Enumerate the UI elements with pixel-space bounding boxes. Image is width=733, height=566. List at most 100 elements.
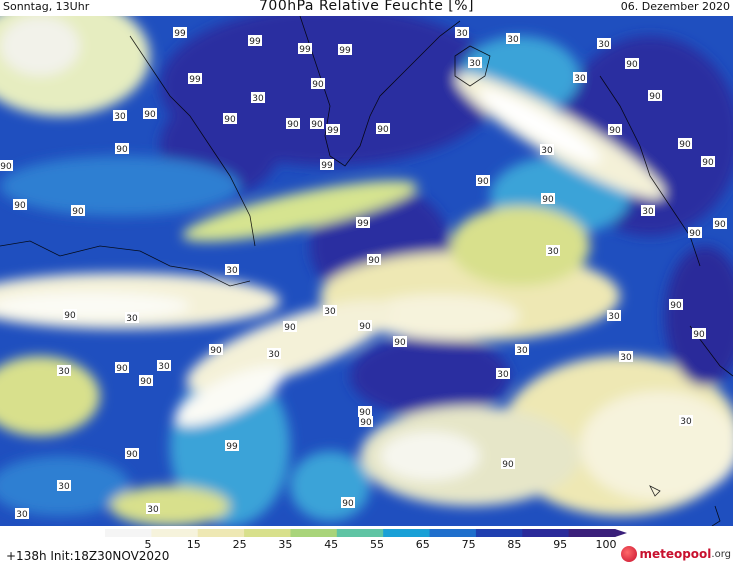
contour-label: 90 [501,458,515,470]
contour-label: 30 [468,57,482,69]
map-footer: 5 15 25 35 45 55 65 75 85 95 100 +138h Init:18Z30N… [0,526,733,566]
svg-text:90: 90 [714,220,726,230]
contour-label: 30 [607,310,621,322]
svg-text:90: 90 [377,125,389,135]
contour-label: 30 [455,27,469,39]
coastlines [0,16,733,526]
contour-label: 90 [476,175,490,187]
svg-text:30: 30 [147,505,159,515]
svg-text:90: 90 [312,80,324,90]
svg-text:90: 90 [0,162,12,172]
colorbar-swatch [383,529,431,537]
svg-text:90: 90 [14,201,26,211]
svg-text:90: 90 [72,207,84,217]
contour-label: 90 [376,123,390,135]
svg-text:90: 90 [144,110,156,120]
svg-text:30: 30 [642,207,654,217]
init-time-label: +138h Init:18Z30NOV2020 [6,549,170,563]
svg-text:90: 90 [359,408,371,418]
svg-text:90: 90 [626,60,638,70]
humidity-field [0,16,733,526]
contour-label: 30 [57,480,71,492]
contour-label: 30 [540,144,554,156]
meteopool-logo: meteopool .org [621,544,731,564]
colorbar-swatch [290,529,338,537]
svg-text:90: 90 [224,115,236,125]
colorbar-swatch [475,529,523,537]
colorbar-swatch [105,529,152,537]
contour-label: 30 [125,312,139,324]
svg-text:90: 90 [116,145,128,155]
svg-text:90: 90 [210,346,222,356]
contour-label: 30 [267,348,281,360]
contour-label: 90 [358,320,372,332]
svg-text:30: 30 [324,307,336,317]
contour-label: 30 [597,38,611,50]
contour-label: 90 [209,344,223,356]
contour-label: 90 [701,156,715,168]
svg-text:30: 30 [620,353,632,363]
svg-text:30: 30 [680,417,692,427]
svg-text:99: 99 [174,29,186,39]
svg-text:30: 30 [58,367,70,377]
contour-label: 99 [338,44,352,56]
svg-text:30: 30 [456,29,468,39]
svg-text:30: 30 [598,40,610,50]
svg-text:30: 30 [547,247,559,257]
svg-text:90: 90 [311,120,323,130]
map-header: Sonntag, 13Uhr 700hPa Relative Feuchte [… [0,0,733,16]
contour-label: 30 [146,503,160,515]
map-title: 700hPa Relative Feuchte [%] [259,0,474,14]
contour-label: 90 [688,227,702,239]
svg-text:99: 99 [249,37,261,47]
svg-text:30: 30 [16,510,28,520]
colorbar-swatch [568,529,616,537]
colorbar: 5 15 25 35 45 55 65 75 85 95 100 [105,529,627,548]
contour-label: 30 [546,245,560,257]
contour-label: 90 [310,118,324,130]
colorbar-arrow-icon [615,529,627,537]
contour-label: 30 [323,305,337,317]
contour-label: 30 [15,508,29,520]
svg-text:30: 30 [608,312,620,322]
svg-text:30: 30 [268,350,280,360]
colorbar-tick-label: 45 [324,538,338,548]
svg-text:99: 99 [226,442,238,452]
svg-text:30: 30 [158,362,170,372]
contour-label: 99 [173,27,187,39]
contour-label: 90 [71,205,85,217]
svg-text:99: 99 [339,46,351,56]
svg-text:90: 90 [649,92,661,102]
contour-label: 90 [648,90,662,102]
svg-text:99: 99 [299,45,311,55]
contour-label: 90 [115,362,129,374]
svg-text:90: 90 [284,323,296,333]
colorbar-swatch [522,529,570,537]
svg-text:90: 90 [670,301,682,311]
colorbar-tick-label: 55 [370,538,384,548]
colorbar-tick-label: 100 [596,538,617,548]
contour-labels: 99 99 99 99 90 30 30 99 90 90 30 90 30 90 99 90 90 99 90 90… [0,27,727,520]
svg-text:30: 30 [516,346,528,356]
contour-label: 90 [125,448,139,460]
contour-label: 90 [669,299,683,311]
svg-text:30: 30 [497,370,509,380]
logo-icon [621,546,638,562]
contour-label: 99 [356,217,370,229]
colorbar-swatch [244,529,291,537]
contour-label: 90 [13,199,27,211]
svg-text:90: 90 [477,177,489,187]
contour-label: 90 [358,406,372,418]
contour-label: 90 [359,416,373,428]
contour-label: 90 [393,336,407,348]
contour-label: 30 [496,368,510,380]
colorbar-tick-label: 65 [416,538,430,548]
svg-text:30: 30 [114,112,126,122]
svg-text:90: 90 [542,195,554,205]
contour-label: 30 [573,72,587,84]
contour-label: 30 [619,351,633,363]
contour-label: 90 [692,328,706,340]
contour-label: 30 [157,360,171,372]
contour-label: 90 [63,309,77,321]
colorbar-tick-label: 75 [462,538,476,548]
